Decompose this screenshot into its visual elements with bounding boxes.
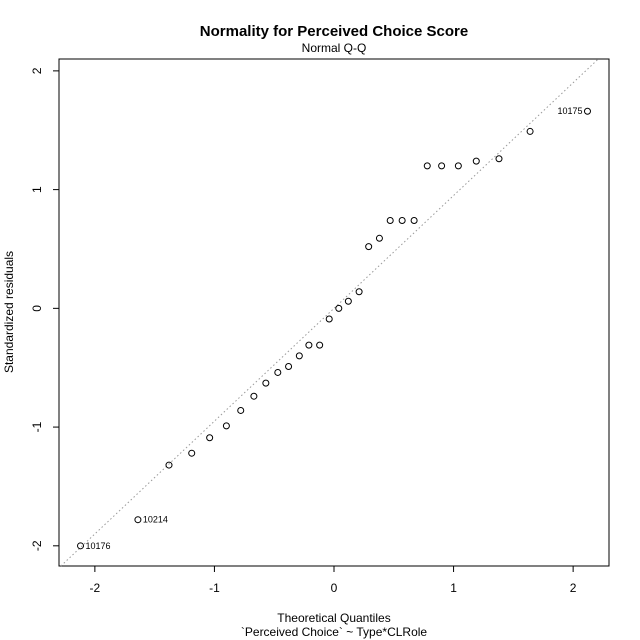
y-tick-label: 1 <box>30 186 44 193</box>
qq-point <box>305 341 313 349</box>
qq-point <box>472 157 480 165</box>
qq-point <box>188 449 196 457</box>
qq-point <box>134 516 142 524</box>
qq-point <box>398 216 406 224</box>
qq-point <box>454 162 462 170</box>
x-tick-label: -2 <box>90 581 101 595</box>
qq-point <box>495 155 503 163</box>
y-tick-label: 0 <box>30 305 44 312</box>
x-tick-label: 0 <box>331 581 338 595</box>
y-axis-label: Standardized residuals <box>2 251 16 373</box>
qq-point <box>295 352 303 360</box>
y-tick-label: -2 <box>30 540 44 551</box>
qq-point <box>526 127 534 135</box>
chart-subtitle: Normal Q-Q <box>302 41 367 55</box>
x-tick-label: 1 <box>450 581 457 595</box>
qq-point <box>274 368 282 376</box>
qq-reference-line <box>60 58 599 567</box>
point-id-label: 10214 <box>143 515 168 525</box>
qq-point <box>344 297 352 305</box>
points-layer: 10176 10214 10175 <box>77 106 591 551</box>
qq-point <box>365 243 373 251</box>
qq-point <box>250 392 258 400</box>
qq-point <box>375 234 383 242</box>
y-axis: -2 -1 0 1 2 <box>30 67 59 551</box>
qq-point <box>438 162 446 170</box>
qq-point <box>325 315 333 323</box>
y-tick-label: 2 <box>30 67 44 74</box>
x-axis-label: Theoretical Quantiles <box>277 611 390 625</box>
qq-point <box>355 288 363 296</box>
qq-point <box>222 422 230 430</box>
qq-point <box>285 363 293 371</box>
point-id-label: 10176 <box>86 541 111 551</box>
qq-point <box>165 461 173 469</box>
chart-title: Normality for Perceived Choice Score <box>200 23 468 40</box>
y-tick-label: -1 <box>30 421 44 432</box>
qq-point <box>583 107 591 115</box>
qq-point <box>386 216 394 224</box>
qq-point <box>77 542 85 550</box>
x-tick-label: -1 <box>209 581 220 595</box>
x-tick-label: 2 <box>570 581 577 595</box>
qq-point <box>262 379 270 387</box>
plot-frame <box>58 58 610 567</box>
qq-point <box>316 341 324 349</box>
qq-point <box>423 162 431 170</box>
point-id-label: 10175 <box>557 106 582 116</box>
x-axis: -2 -1 0 1 2 <box>90 566 577 595</box>
qq-point <box>237 406 245 414</box>
qq-point <box>335 304 343 312</box>
qq-point <box>410 216 418 224</box>
qq-point <box>206 434 214 442</box>
reference-line-layer <box>60 58 599 567</box>
x-axis-label-model: `Perceived Choice` ~ Type*CLRole <box>241 625 428 639</box>
